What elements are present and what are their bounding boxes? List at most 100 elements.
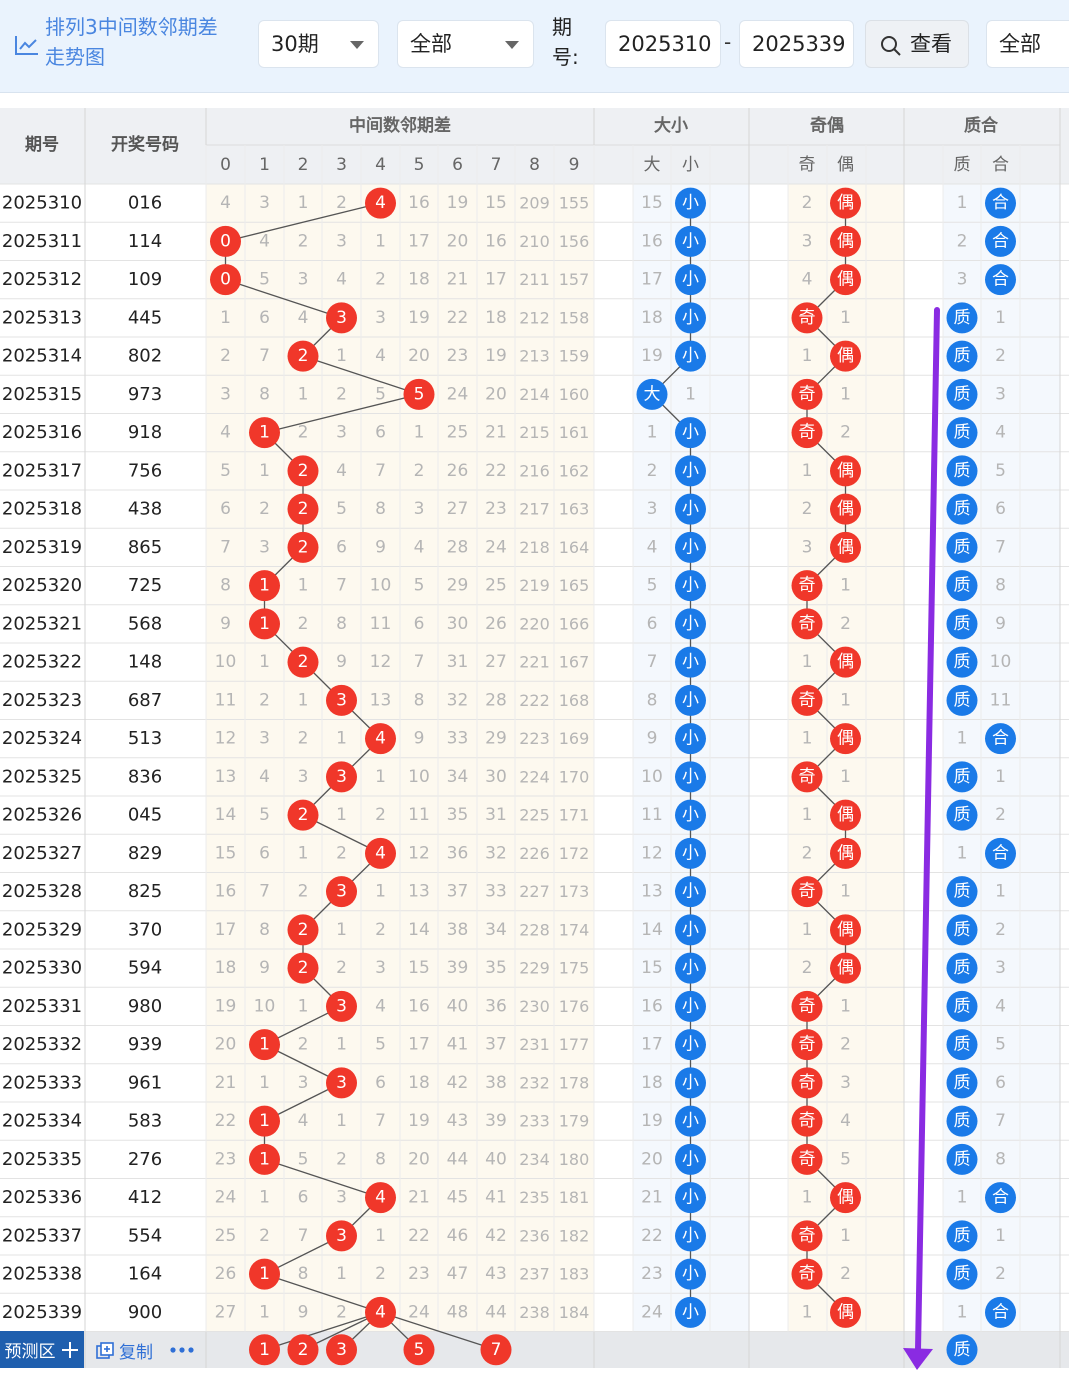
size-ball-label: 小 — [682, 1149, 699, 1169]
prime-ball — [946, 455, 978, 487]
diff-miss-cell: 3 — [259, 193, 270, 213]
diff-miss-cell: 4 — [336, 461, 347, 481]
toolbar: 排列3中间数邻期差 走势图 30期 全部 期 号: 2025310 - 2025… — [0, 0, 1069, 93]
more-icon[interactable] — [169, 1340, 195, 1360]
size-ball-label: 小 — [682, 767, 699, 787]
size-ball — [675, 1143, 706, 1175]
diff-miss-cell: 2 — [220, 346, 231, 366]
diff-miss-cell: 155 — [559, 194, 590, 213]
header-diff-col: 2 — [298, 155, 309, 175]
parity-ball-label: 奇 — [799, 882, 816, 902]
number-cell: 276 — [128, 1149, 162, 1170]
issue-cell: 2025320 — [2, 575, 82, 596]
diff-miss-cell: 8 — [375, 1149, 386, 1169]
diff-miss-cell: 173 — [559, 882, 590, 901]
size-ball — [675, 684, 706, 716]
prime-ball-label: 质 — [954, 920, 971, 940]
diff-ball-label: 2 — [298, 652, 309, 672]
diff-miss-cell: 210 — [519, 232, 550, 251]
diff-ball — [287, 646, 319, 678]
diff-ball-label: 3 — [336, 767, 347, 787]
prime-miss-cell: 1 — [995, 308, 1006, 328]
diff-miss-cell: 211 — [519, 270, 550, 289]
number-cell: 829 — [128, 843, 162, 864]
size-ball-label: 小 — [682, 423, 699, 443]
diff-miss-cell: 160 — [559, 385, 590, 404]
parity-miss-cell: 1 — [802, 805, 813, 825]
parity-ball-label: 偶 — [837, 231, 854, 251]
size-ball-label: 小 — [682, 843, 699, 863]
size-ball — [675, 952, 706, 984]
prime-ball-label: 质 — [954, 882, 971, 902]
search-button[interactable]: 查看 — [865, 20, 969, 68]
diff-trend-line — [302, 355, 420, 395]
parity-ball — [830, 799, 861, 831]
parity-miss-cell: 2 — [802, 958, 813, 978]
issue-cell: 2025336 — [2, 1187, 82, 1208]
number-cell: 725 — [128, 575, 162, 596]
size-ball-label: 小 — [682, 729, 699, 749]
parity-ball-label: 奇 — [799, 384, 816, 404]
issue-cell: 2025325 — [2, 766, 82, 787]
diff-miss-cell: 33 — [485, 882, 507, 902]
diff-miss-cell: 24 — [447, 384, 469, 404]
diff-miss-cell: 37 — [447, 882, 469, 902]
parity-miss-cell: 1 — [840, 767, 851, 787]
diff-ball — [326, 761, 357, 793]
parity-ball-label: 奇 — [799, 1111, 816, 1131]
diff-ball — [249, 1143, 280, 1175]
prediction-area-button[interactable]: 预测区 — [0, 1331, 84, 1368]
prime-ball-label: 质 — [954, 690, 971, 710]
diff-miss-cell: 6 — [259, 843, 270, 863]
prime-ball — [946, 684, 978, 716]
diff-ball-label: 2 — [298, 461, 309, 481]
issue-to-input[interactable]: 2025339 — [739, 20, 854, 68]
period-count-select[interactable]: 30期 — [258, 20, 379, 68]
diff-miss-cell: 17 — [215, 920, 237, 940]
diff-miss-cell: 16 — [215, 882, 237, 902]
diff-miss-cell: 2 — [298, 423, 309, 443]
diff-miss-cell: 1 — [259, 1073, 270, 1093]
diff-miss-cell: 178 — [559, 1073, 590, 1092]
prime-ball-label: 质 — [954, 537, 971, 557]
size-ball — [675, 225, 706, 257]
copy-button[interactable]: 复制 — [95, 1338, 153, 1363]
issue-cell: 2025311 — [2, 231, 82, 252]
prime-ball — [946, 761, 978, 793]
diff-miss-cell: 38 — [447, 920, 469, 940]
number-cell: 594 — [128, 958, 162, 979]
parity-miss-cell: 1 — [802, 346, 813, 366]
size-ball — [675, 1220, 706, 1252]
prime-ball — [946, 799, 978, 831]
diff-miss-cell: 40 — [447, 996, 469, 1016]
parity-ball-label: 奇 — [799, 1035, 816, 1055]
diff-miss-cell: 19 — [485, 346, 507, 366]
diff-miss-cell: 8 — [414, 690, 425, 710]
number-cell: 836 — [128, 766, 162, 787]
issue-cell: 2025330 — [2, 958, 82, 979]
number-cell: 961 — [128, 1072, 162, 1093]
diff-miss-cell: 19 — [408, 1111, 430, 1131]
issue-from-input[interactable]: 2025310 — [605, 20, 721, 68]
filter-select-2[interactable]: 全部 — [986, 20, 1069, 68]
filter-select[interactable]: 全部 — [397, 20, 534, 68]
diff-ball — [326, 876, 357, 908]
prime-ball — [946, 570, 978, 602]
diff-miss-cell: 8 — [259, 920, 270, 940]
copy-label: 复制 — [119, 1343, 153, 1363]
parity-miss-cell: 1 — [840, 308, 851, 328]
diff-miss-cell: 1 — [220, 308, 231, 328]
diff-miss-cell: 16 — [485, 231, 507, 251]
diff-miss-cell: 7 — [336, 576, 347, 596]
diff-miss-cell: 237 — [519, 1265, 550, 1284]
diff-miss-cell: 168 — [559, 691, 590, 710]
parity-ball-label: 偶 — [837, 1188, 854, 1208]
issue-cell: 2025313 — [2, 307, 82, 328]
diff-miss-cell: 26 — [485, 614, 507, 634]
diff-miss-cell: 15 — [215, 843, 237, 863]
diff-ball-label: 2 — [298, 958, 309, 978]
header-group-parity: 奇偶 — [810, 115, 844, 136]
prime-ball-label: 质 — [954, 767, 971, 787]
diff-ball — [287, 493, 319, 525]
diff-miss-cell: 4 — [414, 537, 425, 557]
